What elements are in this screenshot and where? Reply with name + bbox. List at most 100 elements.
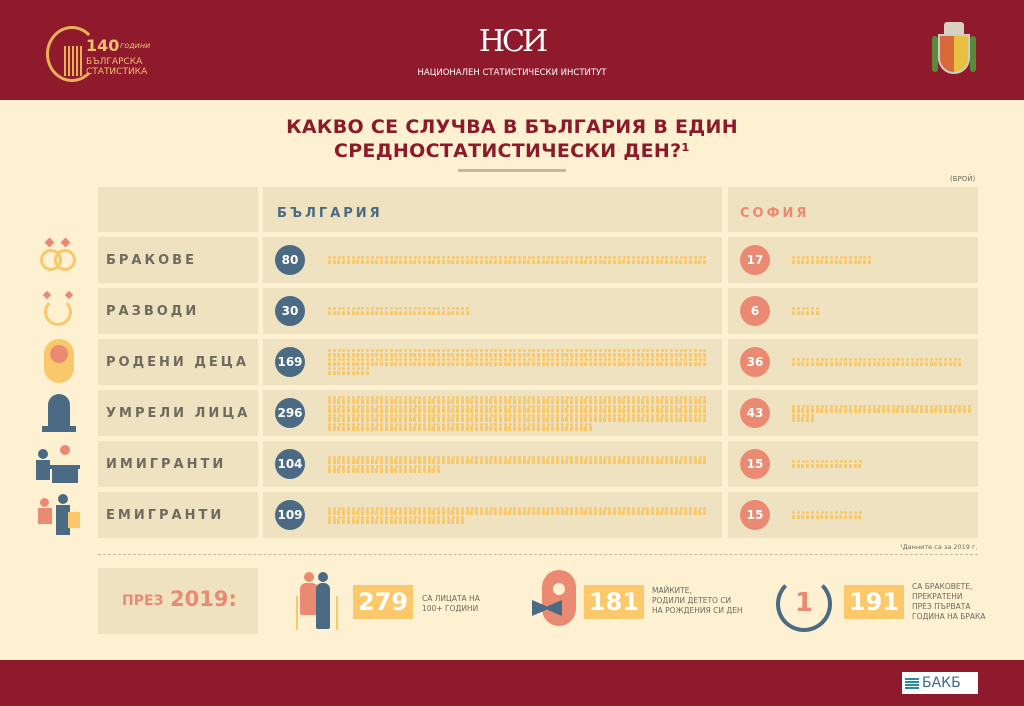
bulgaria-pictogram (674, 413, 679, 422)
bulgaria-pictogram (465, 506, 470, 515)
bulgaria-pictogram (427, 358, 432, 366)
bulgaria-pictogram (422, 256, 427, 264)
bulgaria-pictogram (408, 422, 413, 431)
bulgaria-pictogram (641, 413, 646, 422)
bulgaria-pictogram (370, 413, 375, 422)
bulgaria-pictogram (660, 413, 665, 422)
bulgaria-pictogram (408, 413, 413, 422)
sofia-pictogram (900, 404, 905, 413)
bulgaria-pictogram (493, 413, 498, 422)
bulgaria-pictogram (432, 515, 437, 524)
bulgaria-pictogram (436, 256, 441, 264)
bulgaria-pictogram (660, 256, 665, 264)
bulgaria-pictogram (341, 422, 346, 431)
bulgaria-pictogram (650, 455, 655, 464)
bulgaria-pictogram (636, 395, 641, 404)
bulgaria-pictogram (327, 367, 332, 375)
category-label-cell: РАЗВОДИ (98, 288, 258, 334)
sofia-pictogram (839, 460, 844, 468)
sofia-pictogram (815, 460, 820, 468)
bulgaria-pictogram (493, 256, 498, 264)
sofia-pictogram (858, 404, 863, 413)
bulgaria-pictogram (541, 422, 546, 431)
bulgaria-pictogram (346, 464, 351, 473)
bulgaria-pictogram (470, 422, 475, 431)
bulgaria-pictogram (408, 256, 413, 264)
bulgaria-pictogram (427, 506, 432, 515)
bulgaria-pictogram (702, 455, 707, 464)
bulgaria-pictogram (541, 256, 546, 264)
bulgaria-pictogram (584, 349, 589, 357)
bulgaria-pictogram (327, 256, 332, 264)
bulgaria-pictogram (337, 358, 342, 366)
bulgaria-pictogram (460, 413, 465, 422)
bulgaria-pictogram (560, 256, 565, 264)
bulgaria-pictogram (702, 404, 707, 413)
bulgaria-pictogram (645, 395, 650, 404)
bulgaria-pictogram (674, 395, 679, 404)
bulgaria-pictogram (536, 455, 541, 464)
bulgaria-pictogram (427, 349, 432, 357)
bulgaria-pictogram (379, 307, 384, 315)
bulgaria-pictogram (332, 367, 337, 375)
bulgaria-pictogram (455, 404, 460, 413)
bulgaria-pictogram (332, 413, 337, 422)
bulgaria-pictogram (664, 256, 669, 264)
bulgaria-pictogram (683, 256, 688, 264)
sofia-pictogram (805, 358, 810, 366)
bulgaria-pictogram (408, 464, 413, 473)
bulgaria-pictogram (446, 395, 451, 404)
title-line-2: СРЕДНОСТАТИСТИЧЕСКИ ДЕН?¹ (333, 140, 691, 162)
sofia-pictogram (829, 358, 834, 366)
bulgaria-pictogram (598, 358, 603, 366)
bulgaria-pictogram (683, 395, 688, 404)
bulgaria-pictogram (403, 307, 408, 315)
bulgaria-pictogram (588, 404, 593, 413)
bulgaria-pictogram (484, 404, 489, 413)
bulgaria-pictogram (555, 358, 560, 366)
bulgaria-pictogram (650, 404, 655, 413)
bulgaria-pictogram (408, 455, 413, 464)
bulgaria-pictogram (451, 413, 456, 422)
bulgaria-pictogram (398, 422, 403, 431)
bulgaria-pictogram (645, 413, 650, 422)
sofia-pictogram (843, 460, 848, 468)
bulgaria-pictogram (332, 515, 337, 524)
bulgaria-pictogram (394, 455, 399, 464)
bulgaria-pictogram (389, 455, 394, 464)
bulgaria-pictogram (655, 404, 660, 413)
sofia-pictogram (801, 358, 806, 366)
bulgaria-pictogram (417, 455, 422, 464)
sofia-pictogram (815, 256, 820, 264)
bulgaria-pictogram (484, 422, 489, 431)
bulgaria-pictogram (356, 464, 361, 473)
bulgaria-pictogram (403, 413, 408, 422)
bulgaria-pictogram (493, 404, 498, 413)
bulgaria-pictogram (531, 349, 536, 357)
bulgaria-pictogram (498, 455, 503, 464)
bulgaria-pictogram (593, 358, 598, 366)
sofia-cell: 17 (728, 237, 978, 283)
sofia-pictogram (810, 307, 815, 315)
bulgaria-pictogram (598, 404, 603, 413)
bulgaria-pictogram (398, 404, 403, 413)
sofia-pictogram (948, 358, 953, 366)
sofia-pictogram (891, 358, 896, 366)
bulgaria-pictogram (389, 506, 394, 515)
sofia-pictogram (843, 256, 848, 264)
bulgaria-pictogram (337, 455, 342, 464)
bulgaria-pictogram (698, 358, 703, 366)
bulgaria-pictogram (341, 349, 346, 357)
bulgaria-pictogram (498, 404, 503, 413)
bulgaria-pictogram (546, 395, 551, 404)
bulgaria-pictogram (626, 506, 631, 515)
sofia-pictogram (839, 358, 844, 366)
bulgaria-pictogram (702, 395, 707, 404)
bulgaria-pictogram (341, 358, 346, 366)
bulgaria-pictogram (436, 307, 441, 315)
bulgaria-pictogram (470, 256, 475, 264)
bulgaria-pictogram (455, 307, 460, 315)
bulgaria-pictogram (375, 422, 380, 431)
bulgaria-pictogram (474, 358, 479, 366)
sofia-pictogram (900, 358, 905, 366)
